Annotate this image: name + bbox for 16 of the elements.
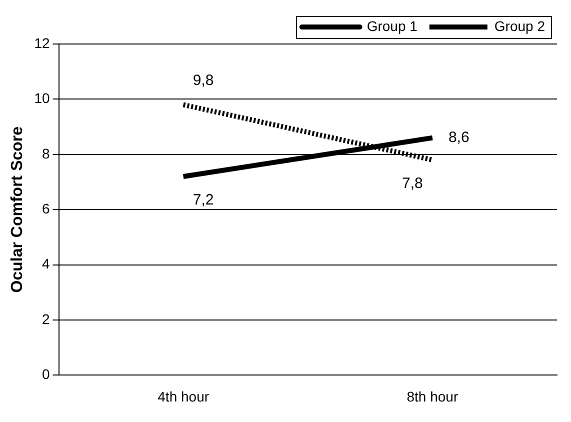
data-label: 9,8 <box>192 72 214 89</box>
x-tick-label: 4th hour <box>158 388 210 404</box>
legend-label: Group 1 <box>366 18 418 34</box>
y-tick-label: 0 <box>42 366 50 382</box>
legend-label: Group 2 <box>494 18 546 34</box>
data-label: 8,6 <box>448 128 470 146</box>
y-tick-label: 6 <box>42 200 50 216</box>
x-tick-label: 8th hour <box>406 388 458 404</box>
y-tick-label: 10 <box>34 90 50 106</box>
y-tick-label: 12 <box>34 34 50 51</box>
y-tick-label: 2 <box>42 310 50 327</box>
y-tick-label: 8 <box>42 145 50 162</box>
data-label: 7,2 <box>192 192 214 209</box>
y-axis-title: Ocular Comfort Score <box>9 126 26 293</box>
y-tick-label: 4 <box>42 256 50 272</box>
data-label: 7,8 <box>402 175 423 192</box>
